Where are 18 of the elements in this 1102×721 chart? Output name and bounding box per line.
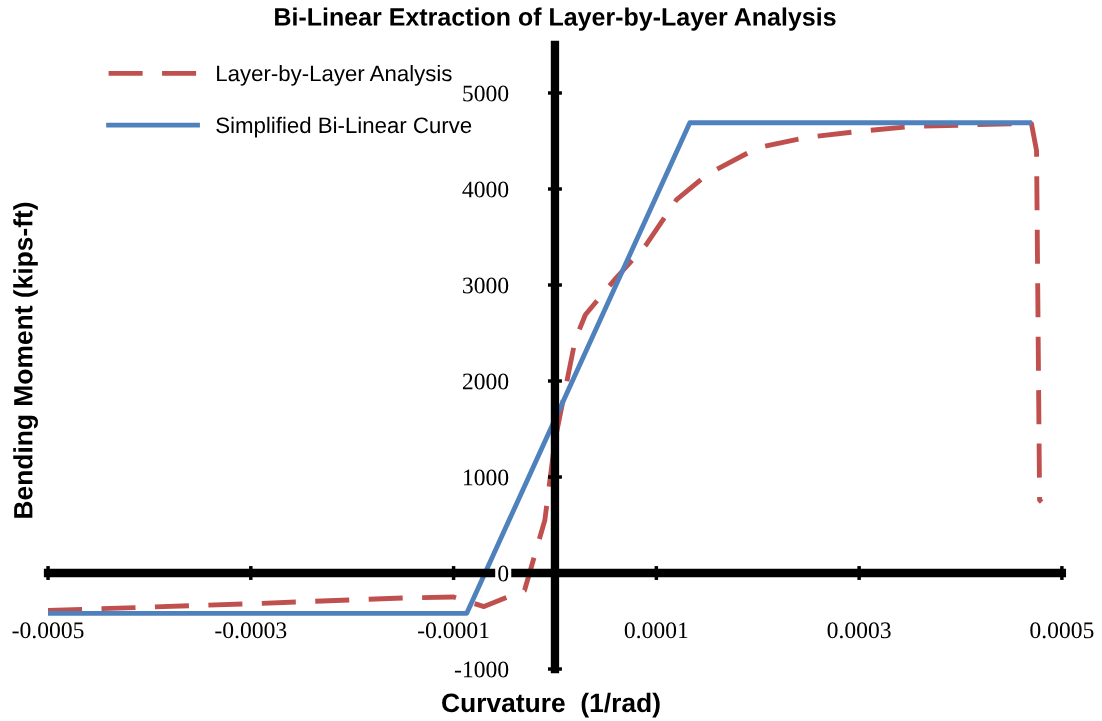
x-axis-title: Curvature (1/rad) xyxy=(442,692,660,718)
y-tick-label: 4000 xyxy=(462,181,509,198)
x-tick-label: 0.0001 xyxy=(624,622,688,639)
x-tick-label: -0.0001 xyxy=(418,622,489,639)
legend-label: Simplified Bi-Linear Curve xyxy=(216,116,472,138)
legend-label: Layer-by-Layer Analysis xyxy=(217,64,452,86)
x-tick-label: -0.0005 xyxy=(12,622,84,639)
x-tick-label: 0.0003 xyxy=(827,622,891,639)
y-tick-label: 5000 xyxy=(463,85,509,102)
x-tick-label: -0.0003 xyxy=(215,622,287,639)
y-tick-label: 3000 xyxy=(463,277,509,294)
y-tick-label: 0 xyxy=(498,565,509,582)
y-tick-label: 2000 xyxy=(462,373,509,390)
y-tick-label: 1000 xyxy=(463,469,509,486)
x-tick-label: 0.0005 xyxy=(1030,622,1094,639)
chart-title: Bi-Linear Extraction of Layer-by-Layer Analysis xyxy=(275,7,836,31)
y-tick-label: -1000 xyxy=(454,661,509,678)
y-axis-title: Bending Moment (kips-ft) xyxy=(13,202,38,518)
